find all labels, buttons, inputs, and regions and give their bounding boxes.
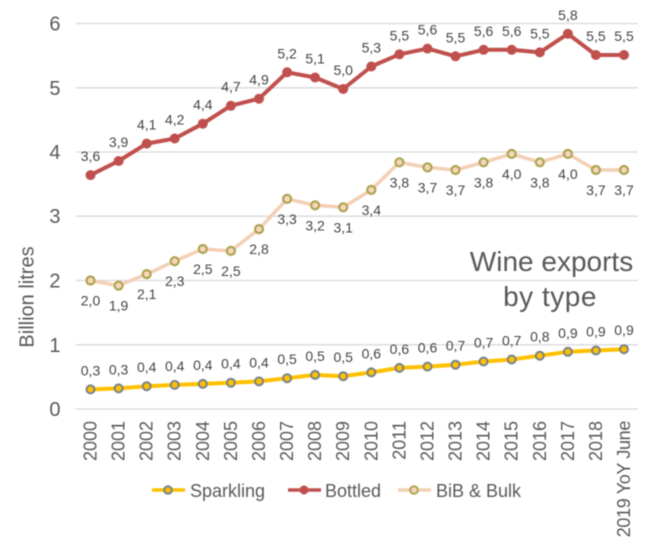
svg-text:0,4: 0,4	[165, 358, 185, 374]
svg-text:2011: 2011	[389, 421, 409, 460]
svg-text:1: 1	[49, 335, 60, 357]
svg-text:3,9: 3,9	[109, 134, 129, 150]
svg-text:2,3: 2,3	[165, 273, 185, 289]
svg-text:0,7: 0,7	[446, 338, 466, 354]
svg-text:2,5: 2,5	[193, 261, 213, 277]
svg-text:5,6: 5,6	[502, 23, 522, 39]
svg-text:5,5: 5,5	[390, 27, 410, 43]
svg-text:2016: 2016	[530, 421, 550, 461]
svg-text:4,1: 4,1	[137, 117, 157, 133]
svg-text:3,8: 3,8	[474, 174, 494, 190]
svg-text:2019 YoY June: 2019 YoY June	[614, 421, 634, 538]
svg-text:2012: 2012	[418, 421, 438, 461]
svg-text:2018: 2018	[586, 421, 606, 461]
svg-text:0,5: 0,5	[305, 348, 325, 364]
svg-text:0,6: 0,6	[362, 345, 382, 361]
svg-text:5,8: 5,8	[558, 7, 578, 23]
svg-text:2,8: 2,8	[249, 241, 269, 257]
svg-text:0,9: 0,9	[614, 322, 634, 338]
svg-text:by type: by type	[503, 281, 597, 312]
svg-text:2010: 2010	[361, 421, 381, 461]
svg-text:2,5: 2,5	[221, 263, 241, 279]
svg-text:0,4: 0,4	[137, 359, 157, 375]
svg-text:3,6: 3,6	[81, 148, 101, 164]
svg-text:5,3: 5,3	[362, 40, 382, 56]
svg-text:5: 5	[49, 78, 60, 100]
svg-text:2013: 2013	[446, 421, 466, 461]
svg-text:Bottled: Bottled	[325, 481, 381, 501]
svg-text:5,5: 5,5	[614, 28, 634, 44]
svg-text:2001: 2001	[109, 421, 129, 461]
svg-text:0,7: 0,7	[502, 333, 522, 349]
svg-text:5,5: 5,5	[586, 28, 606, 44]
svg-text:3,7: 3,7	[614, 182, 634, 198]
svg-text:2,1: 2,1	[137, 286, 157, 302]
svg-text:Wine exports: Wine exports	[470, 246, 633, 277]
svg-text:0,5: 0,5	[277, 351, 297, 367]
svg-text:2: 2	[49, 271, 60, 293]
svg-text:0,6: 0,6	[418, 340, 438, 356]
svg-text:2004: 2004	[193, 421, 213, 461]
svg-text:6: 6	[49, 14, 60, 36]
svg-text:2006: 2006	[249, 421, 269, 461]
svg-text:3: 3	[49, 206, 60, 228]
svg-text:2015: 2015	[502, 421, 522, 461]
svg-text:4,2: 4,2	[165, 112, 185, 128]
svg-text:0,3: 0,3	[81, 362, 101, 378]
svg-text:3,8: 3,8	[390, 174, 410, 190]
svg-text:4,0: 4,0	[558, 166, 578, 182]
svg-text:4,0: 4,0	[502, 166, 522, 182]
svg-text:3,7: 3,7	[586, 182, 606, 198]
svg-text:3,8: 3,8	[530, 174, 550, 190]
svg-text:0,4: 0,4	[193, 357, 213, 373]
svg-text:5,6: 5,6	[418, 22, 438, 38]
svg-text:0,3: 0,3	[109, 361, 129, 377]
svg-text:2008: 2008	[305, 421, 325, 461]
svg-text:2000: 2000	[81, 421, 101, 461]
svg-text:Sparkling: Sparkling	[190, 481, 265, 501]
svg-text:5,5: 5,5	[530, 25, 550, 41]
svg-text:Billion litres: Billion litres	[17, 246, 39, 347]
svg-text:3,1: 3,1	[333, 219, 353, 235]
svg-text:1,9: 1,9	[109, 298, 129, 314]
svg-text:3,7: 3,7	[418, 179, 438, 195]
svg-text:5,5: 5,5	[446, 29, 466, 45]
svg-text:0,9: 0,9	[558, 325, 578, 341]
svg-text:4,7: 4,7	[221, 79, 241, 95]
svg-text:4,9: 4,9	[249, 72, 269, 88]
svg-text:0: 0	[49, 399, 60, 421]
svg-text:5,6: 5,6	[474, 23, 494, 39]
svg-text:0,4: 0,4	[221, 356, 241, 372]
svg-text:3,2: 3,2	[305, 217, 325, 233]
svg-text:0,5: 0,5	[333, 349, 353, 365]
svg-text:0,9: 0,9	[586, 324, 606, 340]
svg-text:3,7: 3,7	[446, 182, 466, 198]
svg-text:2009: 2009	[333, 421, 353, 461]
svg-text:0,4: 0,4	[249, 354, 269, 370]
svg-text:BiB & Bulk: BiB & Bulk	[436, 481, 522, 501]
svg-text:3,4: 3,4	[362, 202, 382, 218]
svg-text:0,6: 0,6	[390, 341, 410, 357]
svg-text:2017: 2017	[558, 421, 578, 461]
svg-text:5,1: 5,1	[305, 51, 325, 67]
svg-text:2003: 2003	[165, 421, 185, 461]
svg-text:4,4: 4,4	[193, 97, 213, 113]
svg-text:2007: 2007	[277, 421, 297, 461]
svg-text:5,0: 5,0	[333, 62, 353, 78]
svg-text:0,7: 0,7	[474, 335, 494, 351]
svg-text:2002: 2002	[137, 421, 157, 461]
svg-text:2,0: 2,0	[81, 293, 101, 309]
svg-text:2014: 2014	[474, 421, 494, 461]
svg-text:5,2: 5,2	[277, 45, 297, 61]
svg-text:3,3: 3,3	[277, 211, 297, 227]
svg-text:4: 4	[49, 142, 60, 164]
svg-text:0,8: 0,8	[530, 329, 550, 345]
svg-text:2005: 2005	[221, 421, 241, 461]
